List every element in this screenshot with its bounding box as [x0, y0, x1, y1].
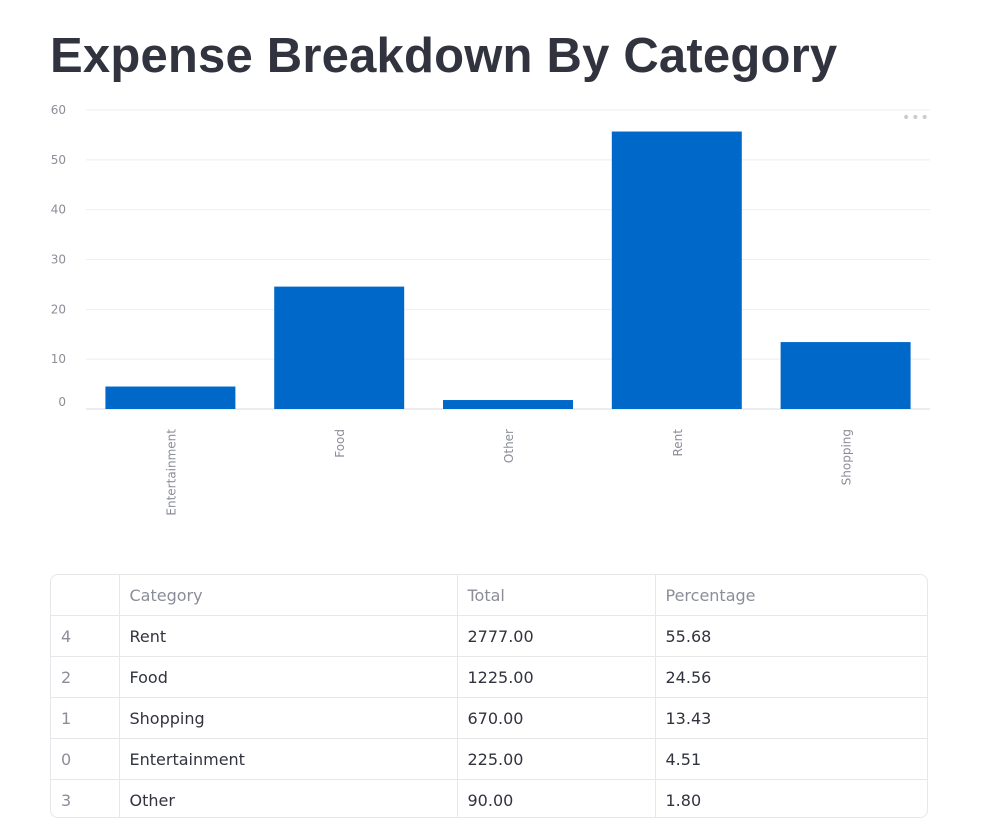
y-tick-label: 0: [58, 395, 66, 409]
y-tick-label: 30: [51, 253, 66, 267]
bar[interactable]: [611, 131, 742, 409]
bar-chart[interactable]: 0 10 20 30 40 50 60 Entertainment Food Other Rent S…: [0, 100, 992, 540]
data-table: Category Total Percentage 4 Rent 2777.00…: [51, 575, 927, 817]
bar-chart-container: 0 10 20 30 40 50 60 Entertainment Food Other Rent S…: [0, 100, 992, 540]
total-cell[interactable]: 1225.00: [457, 656, 656, 698]
total-cell[interactable]: 2777.00: [457, 615, 656, 657]
table-row: 4 Rent 2777.00 55.68: [51, 615, 927, 657]
category-cell[interactable]: Other: [119, 779, 458, 817]
bar[interactable]: [274, 286, 405, 409]
table-header-row: Category Total Percentage: [51, 575, 927, 616]
column-header-total[interactable]: Total: [457, 575, 656, 616]
y-tick-label: 40: [51, 203, 66, 217]
row-index-cell[interactable]: 0: [51, 738, 120, 780]
y-tick-label: 50: [51, 153, 66, 167]
percentage-cell[interactable]: 1.80: [665, 790, 702, 810]
bar[interactable]: [105, 386, 236, 409]
bar[interactable]: [780, 342, 911, 409]
table-row: 3 Other 90.00 1.80: [51, 779, 927, 817]
table-row: 1 Shopping 670.00 13.43: [51, 697, 927, 739]
x-tick-label: Entertainment: [164, 429, 178, 516]
category-cell[interactable]: Food: [119, 656, 458, 698]
category-cell[interactable]: Entertainment: [119, 738, 458, 780]
column-header-index[interactable]: [51, 575, 120, 616]
percentage-cell[interactable]: 4.51: [655, 738, 927, 780]
percentage-cell[interactable]: 55.68: [655, 615, 927, 657]
total-cell[interactable]: 225.00: [457, 738, 656, 780]
row-index-cell[interactable]: 1: [51, 697, 120, 739]
x-tick-label: Shopping: [840, 429, 854, 485]
percentage-cell[interactable]: 24.56: [655, 656, 927, 698]
more-horizontal-icon[interactable]: •••: [902, 110, 930, 126]
y-tick-label: 10: [51, 352, 66, 366]
x-tick-label: Rent: [671, 429, 685, 457]
total-cell[interactable]: 90.00: [457, 779, 656, 817]
category-cell[interactable]: Rent: [119, 615, 458, 657]
total-cell[interactable]: 670.00: [457, 697, 656, 739]
row-index-cell[interactable]: 4: [51, 615, 120, 657]
y-tick-label: 60: [51, 103, 66, 117]
percentage-cell[interactable]: 13.43: [655, 697, 927, 739]
data-table-container[interactable]: Category Total Percentage 4 Rent 2777.00…: [50, 574, 928, 818]
bar[interactable]: [443, 400, 573, 409]
column-header-category[interactable]: Category: [119, 575, 458, 616]
column-header-percentage[interactable]: Percentage: [655, 575, 927, 616]
page-title: Expense Breakdown By Category: [50, 29, 838, 83]
x-tick-label: Food: [333, 429, 347, 458]
x-tick-label: Other: [502, 429, 516, 463]
category-cell[interactable]: Shopping: [119, 697, 458, 739]
y-tick-label: 20: [51, 302, 66, 316]
row-index-cell[interactable]: 3: [51, 779, 120, 817]
table-row: 0 Entertainment 225.00 4.51: [51, 738, 927, 780]
row-index-cell[interactable]: 2: [51, 656, 120, 698]
table-row: 2 Food 1225.00 24.56: [51, 656, 927, 698]
